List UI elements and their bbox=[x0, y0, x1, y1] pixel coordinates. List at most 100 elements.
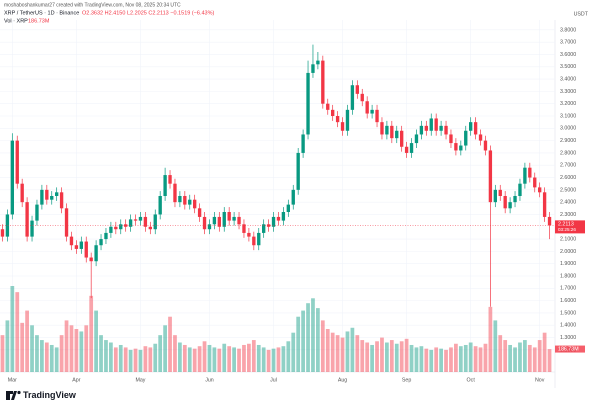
y-tick-label: 2.6000 bbox=[560, 175, 576, 181]
candle-body bbox=[202, 216, 207, 230]
volume-bar bbox=[350, 327, 355, 372]
volume-bar bbox=[178, 342, 182, 372]
candle-body bbox=[419, 125, 424, 135]
candle-body bbox=[340, 122, 345, 131]
y-tick-label: 3.1000 bbox=[560, 113, 576, 119]
candle-body bbox=[488, 150, 493, 203]
volume-bar bbox=[444, 349, 448, 372]
x-tick-label: Nov bbox=[535, 377, 545, 383]
candle-body bbox=[252, 236, 256, 246]
y-tick-label: 3.6000 bbox=[560, 52, 576, 58]
volume-bar bbox=[463, 344, 468, 372]
volume-bar bbox=[458, 346, 463, 372]
candle-body bbox=[528, 167, 532, 178]
volume-bar bbox=[84, 325, 89, 372]
candle-body bbox=[533, 177, 537, 188]
candle-body bbox=[45, 189, 49, 200]
volume-bar bbox=[414, 347, 419, 372]
y-tick-label: 3.3000 bbox=[560, 89, 576, 95]
candle-body bbox=[404, 146, 409, 153]
ohlc-text: O2.3632 H2.4150 L2.2025 C2.2113 −0.1519 … bbox=[82, 10, 214, 16]
y-tick-label: 3.8000 bbox=[560, 27, 576, 33]
volume-bar bbox=[182, 344, 187, 372]
candle-body bbox=[449, 134, 453, 144]
volume-bar bbox=[311, 298, 315, 372]
candle-body bbox=[104, 232, 108, 240]
volume-bar bbox=[276, 347, 281, 372]
author-line: moshaboshankumar27 created with TradingV… bbox=[4, 2, 181, 8]
candle-body bbox=[84, 241, 88, 258]
candle-body bbox=[59, 192, 64, 209]
logo-text: TradingView bbox=[23, 390, 77, 400]
volume-bar bbox=[345, 331, 350, 372]
y-tick-label: 2.0000 bbox=[560, 249, 576, 255]
candle-body bbox=[222, 212, 226, 227]
volume-bar bbox=[316, 308, 320, 372]
candle-body bbox=[542, 192, 547, 217]
volume-bar bbox=[399, 341, 404, 372]
candle-body bbox=[464, 130, 468, 146]
candle-body bbox=[281, 212, 286, 221]
y-tick-label: 2.8000 bbox=[560, 150, 576, 156]
volume-bar bbox=[25, 310, 29, 372]
volume-bar bbox=[291, 332, 296, 372]
candle-body bbox=[493, 189, 497, 203]
volume-bar bbox=[187, 347, 192, 372]
candle-body bbox=[183, 196, 187, 205]
volume-bar bbox=[222, 343, 227, 372]
y-tick-label: 2.1000 bbox=[560, 236, 576, 242]
candle-body bbox=[20, 183, 24, 203]
volume-bar bbox=[227, 346, 232, 372]
candle-body bbox=[414, 134, 419, 144]
volume-bar bbox=[439, 348, 443, 372]
candle-body bbox=[25, 202, 29, 237]
candle-body bbox=[133, 219, 138, 221]
symbol-title: XRP / TetherUS · 1D · Binance bbox=[4, 10, 79, 16]
candle-body bbox=[513, 196, 517, 203]
candle-body bbox=[365, 101, 369, 114]
candle-body bbox=[94, 245, 98, 262]
volume-bar bbox=[266, 349, 271, 372]
candle-body bbox=[326, 103, 330, 110]
volume-last: 186.73M bbox=[28, 18, 50, 24]
volume-bar bbox=[54, 347, 59, 372]
volume-bar bbox=[434, 347, 439, 372]
volume-bar bbox=[232, 347, 236, 372]
candle-body bbox=[138, 216, 143, 221]
y-tick-label: 3.0000 bbox=[560, 126, 576, 132]
volume-bar bbox=[173, 335, 177, 372]
volume-bar bbox=[547, 349, 552, 372]
candle-body bbox=[188, 199, 192, 205]
y-tick-label: 1.8000 bbox=[560, 273, 576, 279]
candle-body bbox=[518, 183, 522, 196]
candle-body bbox=[237, 216, 241, 225]
y-tick-label: 3.2000 bbox=[560, 101, 576, 107]
volume-bar bbox=[537, 340, 542, 372]
volume-bar bbox=[133, 348, 138, 372]
candle-body bbox=[316, 60, 320, 65]
candle-body bbox=[247, 232, 251, 237]
y-tick-label: 3.4000 bbox=[560, 76, 576, 82]
volume-bar bbox=[99, 335, 103, 372]
candle-body bbox=[109, 226, 113, 233]
candle-body bbox=[232, 216, 236, 221]
volume-bar bbox=[261, 347, 266, 372]
candle-body bbox=[143, 216, 148, 227]
candle-body bbox=[291, 189, 295, 205]
volume-bar bbox=[217, 348, 222, 372]
y-tick-label: 1.9000 bbox=[560, 261, 576, 267]
candle-body bbox=[439, 125, 443, 131]
candle-body bbox=[158, 196, 162, 215]
volume-bar bbox=[478, 347, 483, 372]
y-tick-label: 2.5000 bbox=[560, 187, 576, 193]
candle-body bbox=[483, 140, 488, 151]
volume-bar bbox=[419, 346, 424, 372]
countdown: 03:25:26 bbox=[558, 227, 576, 232]
candle-body bbox=[478, 134, 483, 141]
volume-bar bbox=[483, 343, 488, 372]
y-tick-label: 2.9000 bbox=[560, 138, 576, 144]
volume-bar bbox=[468, 342, 473, 372]
volume-bar bbox=[40, 340, 44, 372]
x-tick-label: Mar bbox=[8, 377, 17, 383]
